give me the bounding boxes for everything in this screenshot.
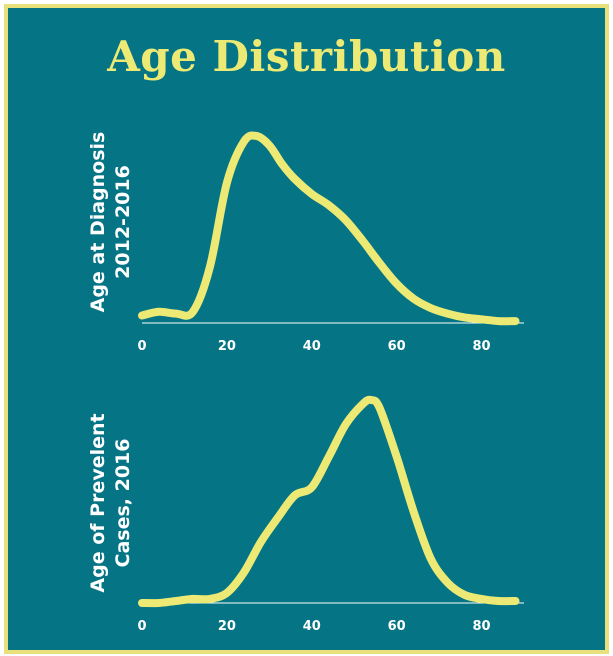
x-tick-label: 60	[388, 339, 406, 354]
y-axis-label-line-1: Age at Diagnosis	[87, 132, 109, 313]
panel-age-at-diagnosis: Age at Diagnosis 2012-2016 0 20 40 60 80	[87, 131, 524, 354]
x-tick-label: 20	[218, 619, 236, 634]
x-axis-ticks: 0 20 40 60 80	[137, 619, 490, 634]
x-tick-label: 40	[303, 619, 321, 634]
y-axis-label-line-1: Age of Prevelent	[87, 413, 109, 592]
y-axis-label-line-2: Cases, 2016	[112, 439, 134, 568]
density-curve	[138, 395, 520, 608]
x-axis-ticks: 0 20 40 60 80	[137, 339, 490, 354]
density-curve	[138, 131, 520, 326]
x-tick-label: 0	[137, 619, 146, 634]
x-tick-label: 20	[218, 339, 236, 354]
chart-frame: Age Distribution	[4, 4, 609, 654]
panel-age-of-prevalent-cases: Age of Prevelent Cases, 2016 0 20 40 60 80	[87, 395, 524, 634]
x-tick-label: 60	[388, 619, 406, 634]
x-tick-label: 0	[137, 339, 146, 354]
y-axis-label-line-2: 2012-2016	[112, 165, 134, 279]
x-tick-label: 80	[473, 619, 491, 634]
x-tick-label: 40	[303, 339, 321, 354]
x-tick-label: 80	[473, 339, 491, 354]
chart-title: Age Distribution	[107, 32, 506, 81]
